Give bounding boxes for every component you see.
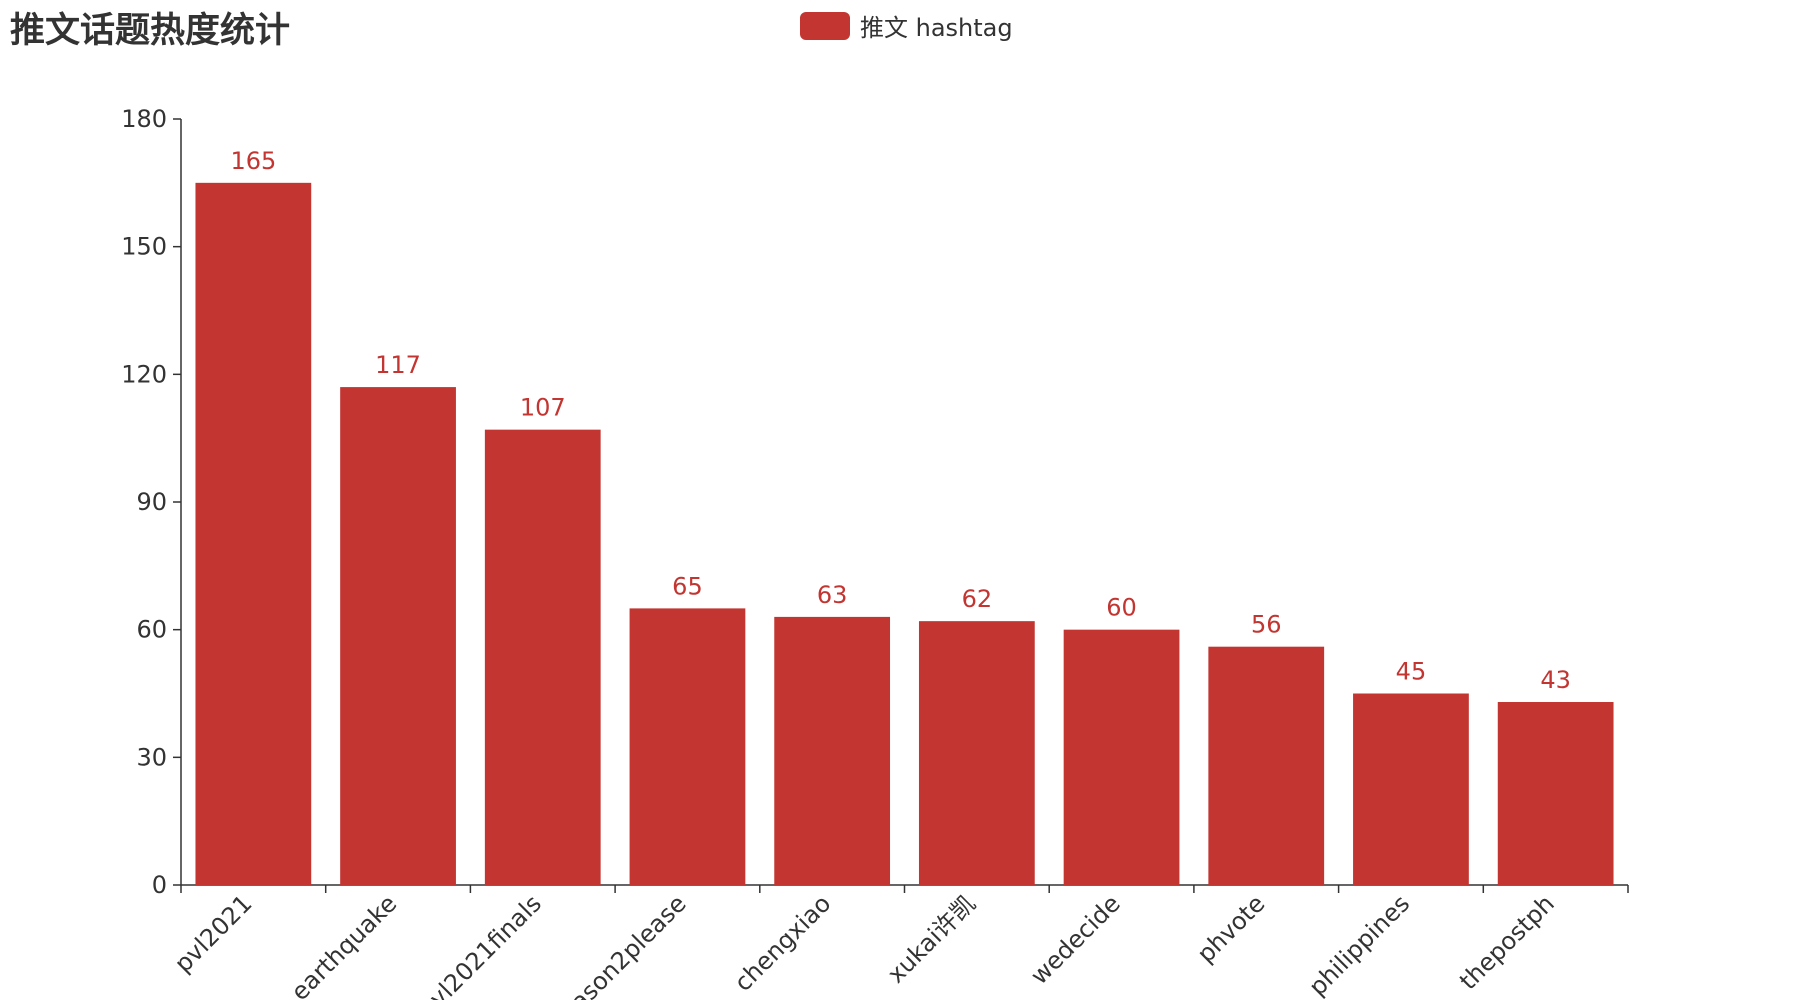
bar-2[interactable] — [484, 429, 601, 885]
bar-value-label: 45 — [1396, 658, 1427, 686]
y-tick-label: 30 — [136, 743, 167, 771]
bar-0[interactable] — [195, 182, 312, 886]
bar-4[interactable] — [774, 616, 891, 885]
y-tick-label: 180 — [121, 105, 167, 133]
bar-8[interactable] — [1353, 693, 1469, 886]
legend-label: 推文 hashtag — [860, 14, 1013, 42]
x-category-label: wedecide — [1025, 889, 1126, 990]
bar-9[interactable] — [1497, 702, 1614, 885]
x-category-label: xukai许凯 — [882, 889, 981, 988]
bar-value-label: 65 — [672, 572, 703, 600]
bar-value-label: 62 — [962, 585, 993, 613]
bar-value-label: 165 — [230, 147, 276, 175]
legend[interactable]: 推文 hashtag — [800, 8, 1013, 43]
y-tick-label: 120 — [121, 360, 167, 388]
x-category-label: chengxiao — [729, 889, 836, 996]
bar-value-label: 43 — [1540, 666, 1571, 694]
bar-3[interactable] — [629, 608, 746, 885]
chart-title: 推文话题热度统计 — [10, 11, 291, 51]
bar-5[interactable] — [918, 621, 1035, 885]
bar-value-label: 63 — [817, 581, 848, 609]
bar-value-label: 107 — [520, 394, 566, 422]
bar-value-label: 117 — [375, 351, 421, 379]
y-tick-label: 150 — [121, 233, 167, 261]
x-category-label: philippines — [1303, 889, 1415, 1000]
x-category-label: season2please — [546, 889, 692, 1000]
legend-swatch — [800, 11, 850, 40]
bar-value-label: 56 — [1251, 611, 1282, 639]
x-category-label: earthquake — [286, 889, 403, 1000]
bar-value-label: 60 — [1106, 594, 1137, 622]
x-category-label: phvote — [1192, 889, 1271, 968]
x-category-label: thepostph — [1454, 889, 1560, 995]
y-tick-label: 90 — [136, 488, 167, 516]
x-category-label: pvl2021 — [169, 889, 258, 978]
bar-7[interactable] — [1208, 646, 1325, 885]
y-tick-label: 60 — [136, 616, 167, 644]
bar-6[interactable] — [1063, 629, 1180, 885]
bar-1[interactable] — [340, 387, 456, 885]
x-category-label: pvl2021finals — [413, 889, 547, 1000]
y-tick-label: 0 — [152, 871, 167, 899]
